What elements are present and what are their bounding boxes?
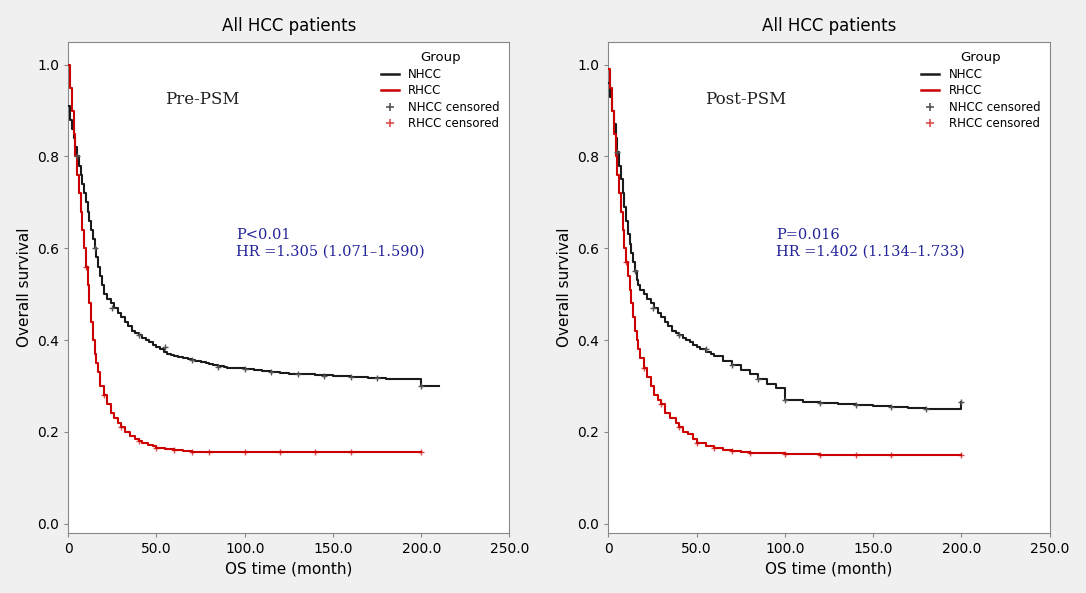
- Legend: NHCC, RHCC, NHCC censored, RHCC censored: NHCC, RHCC, NHCC censored, RHCC censored: [378, 47, 504, 134]
- Title: All HCC patients: All HCC patients: [222, 17, 356, 34]
- Title: All HCC patients: All HCC patients: [762, 17, 896, 34]
- Text: P=0.016
HR =1.402 (1.134–1.733): P=0.016 HR =1.402 (1.134–1.733): [776, 228, 964, 259]
- Text: P<0.01
HR =1.305 (1.071–1.590): P<0.01 HR =1.305 (1.071–1.590): [236, 228, 425, 259]
- Legend: NHCC, RHCC, NHCC censored, RHCC censored: NHCC, RHCC, NHCC censored, RHCC censored: [918, 47, 1044, 134]
- X-axis label: OS time (month): OS time (month): [225, 562, 353, 576]
- Text: Pre-PSM: Pre-PSM: [165, 91, 240, 108]
- Text: Post-PSM: Post-PSM: [706, 91, 786, 108]
- X-axis label: OS time (month): OS time (month): [766, 562, 893, 576]
- Y-axis label: Overall survival: Overall survival: [16, 228, 31, 347]
- Y-axis label: Overall survival: Overall survival: [557, 228, 572, 347]
